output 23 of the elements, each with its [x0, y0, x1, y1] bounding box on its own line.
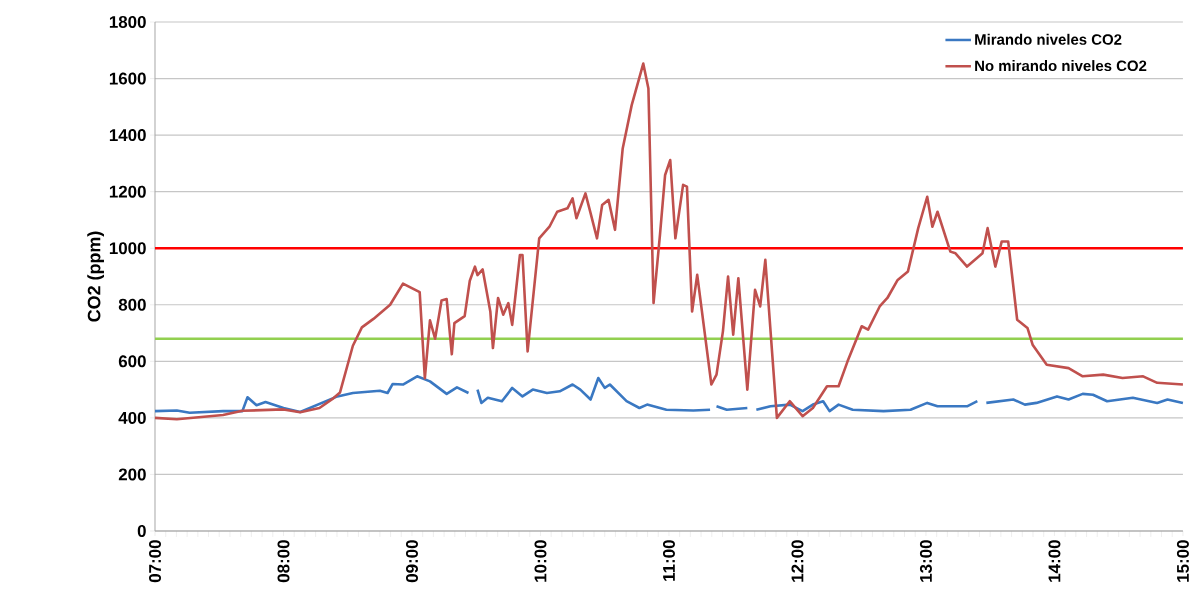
line-series [153, 62, 1185, 421]
x-tick-label: 12:00 [791, 540, 804, 582]
y-tick-label: 1800 [109, 16, 146, 28]
y-axis-title: CO2 (ppm) [87, 231, 104, 322]
legend-label: Mirando niveles CO2 [975, 33, 1122, 45]
y-tick-label: 400 [118, 411, 146, 424]
y-tick-label: 1600 [109, 72, 146, 85]
x-tick-label: 08:00 [277, 540, 290, 583]
x-tick-label: 13:00 [919, 540, 932, 582]
x-tick-label: 15:00 [1176, 540, 1189, 582]
x-tick-label: 14:00 [1048, 540, 1061, 582]
y-tick-label: 1200 [109, 185, 146, 198]
y-tick-label: 1400 [109, 129, 146, 142]
x-tick-label: 09:00 [405, 540, 418, 583]
x-tick-label: 11:00 [662, 540, 675, 581]
y-tick-label: 200 [118, 468, 146, 481]
y-tick-label: 800 [118, 298, 146, 311]
x-tick-label: 07:00 [149, 540, 161, 583]
y-tick-label: 1000 [109, 242, 146, 255]
x-tick-label: 10:00 [534, 540, 547, 582]
y-tick-label: 0 [137, 525, 146, 537]
legend-label: No mirando niveles CO2 [975, 60, 1147, 72]
y-tick-label: 600 [118, 355, 146, 368]
